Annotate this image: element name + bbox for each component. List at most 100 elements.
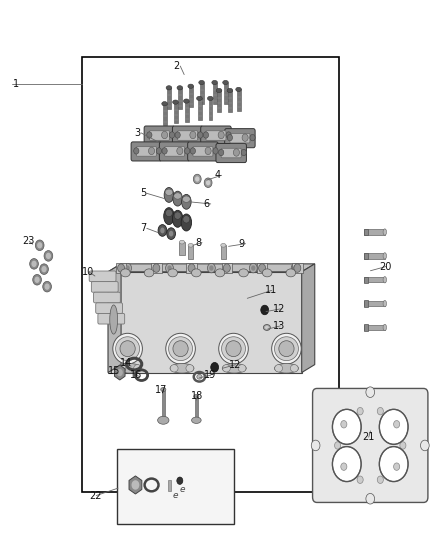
Circle shape bbox=[379, 447, 408, 481]
Circle shape bbox=[167, 265, 172, 271]
Polygon shape bbox=[108, 264, 121, 373]
Text: 18: 18 bbox=[191, 391, 203, 401]
FancyBboxPatch shape bbox=[89, 271, 116, 281]
Ellipse shape bbox=[184, 99, 189, 103]
Ellipse shape bbox=[167, 228, 176, 239]
Text: 14: 14 bbox=[120, 358, 132, 368]
Circle shape bbox=[33, 274, 42, 285]
Circle shape bbox=[291, 263, 299, 273]
Bar bbox=[224, 83, 228, 104]
Circle shape bbox=[190, 148, 195, 154]
Text: 4: 4 bbox=[215, 171, 221, 180]
Ellipse shape bbox=[188, 84, 194, 88]
Bar bbox=[162, 390, 165, 420]
Ellipse shape bbox=[216, 88, 222, 93]
Circle shape bbox=[208, 263, 215, 273]
Bar bbox=[82, 57, 339, 492]
Circle shape bbox=[42, 266, 47, 272]
Circle shape bbox=[377, 476, 383, 483]
FancyBboxPatch shape bbox=[94, 292, 120, 303]
Ellipse shape bbox=[174, 193, 182, 199]
Ellipse shape bbox=[212, 80, 218, 85]
Ellipse shape bbox=[383, 277, 387, 283]
FancyBboxPatch shape bbox=[149, 131, 170, 140]
Ellipse shape bbox=[199, 80, 205, 85]
FancyBboxPatch shape bbox=[165, 147, 185, 156]
Circle shape bbox=[227, 134, 233, 141]
Ellipse shape bbox=[164, 188, 174, 203]
Bar bbox=[180, 242, 185, 255]
Ellipse shape bbox=[173, 211, 183, 227]
Ellipse shape bbox=[275, 337, 298, 361]
Circle shape bbox=[377, 407, 383, 415]
Bar bbox=[237, 90, 241, 111]
Ellipse shape bbox=[120, 341, 135, 357]
Bar bbox=[174, 102, 178, 123]
FancyBboxPatch shape bbox=[131, 142, 162, 161]
Ellipse shape bbox=[290, 365, 298, 372]
FancyBboxPatch shape bbox=[221, 148, 241, 158]
Ellipse shape bbox=[182, 195, 191, 209]
Ellipse shape bbox=[158, 224, 167, 236]
Circle shape bbox=[332, 409, 361, 445]
Text: 19: 19 bbox=[204, 370, 216, 380]
Bar bbox=[213, 83, 217, 104]
Ellipse shape bbox=[165, 189, 173, 196]
Ellipse shape bbox=[186, 365, 194, 372]
Ellipse shape bbox=[215, 269, 225, 277]
Bar bbox=[163, 104, 167, 125]
Text: 12: 12 bbox=[229, 360, 241, 369]
Bar bbox=[364, 229, 385, 235]
Circle shape bbox=[241, 149, 247, 156]
FancyBboxPatch shape bbox=[230, 133, 250, 143]
Circle shape bbox=[193, 174, 201, 184]
Circle shape bbox=[218, 131, 224, 139]
FancyBboxPatch shape bbox=[187, 142, 218, 161]
Ellipse shape bbox=[383, 253, 387, 259]
Circle shape bbox=[198, 132, 203, 138]
Text: 9: 9 bbox=[239, 239, 245, 249]
Ellipse shape bbox=[383, 324, 387, 330]
Circle shape bbox=[190, 131, 196, 139]
Text: 2: 2 bbox=[173, 61, 180, 71]
FancyBboxPatch shape bbox=[159, 142, 190, 161]
Circle shape bbox=[45, 284, 49, 290]
Circle shape bbox=[293, 265, 297, 271]
Circle shape bbox=[125, 265, 130, 271]
Text: e: e bbox=[179, 484, 185, 494]
Circle shape bbox=[250, 134, 255, 141]
Circle shape bbox=[335, 442, 341, 449]
Ellipse shape bbox=[169, 337, 193, 361]
Text: 10: 10 bbox=[82, 267, 94, 277]
Circle shape bbox=[341, 421, 347, 428]
Text: 11: 11 bbox=[265, 285, 277, 295]
Circle shape bbox=[177, 477, 183, 484]
Text: 23: 23 bbox=[22, 236, 35, 246]
Bar bbox=[228, 91, 232, 112]
Ellipse shape bbox=[166, 209, 173, 216]
Bar bbox=[364, 253, 368, 259]
Text: 13: 13 bbox=[273, 321, 286, 331]
Circle shape bbox=[117, 369, 123, 376]
Ellipse shape bbox=[183, 196, 190, 203]
Circle shape bbox=[131, 480, 139, 490]
Text: 21: 21 bbox=[362, 432, 374, 442]
Ellipse shape bbox=[168, 269, 177, 277]
FancyBboxPatch shape bbox=[193, 147, 213, 156]
Circle shape bbox=[226, 132, 231, 138]
FancyBboxPatch shape bbox=[178, 131, 198, 140]
Ellipse shape bbox=[166, 86, 172, 90]
Bar bbox=[364, 325, 385, 330]
Ellipse shape bbox=[173, 191, 183, 206]
Circle shape bbox=[46, 253, 51, 259]
Ellipse shape bbox=[158, 416, 169, 424]
Text: 6: 6 bbox=[204, 199, 210, 209]
Text: 7: 7 bbox=[140, 223, 146, 233]
Ellipse shape bbox=[169, 231, 173, 237]
Bar bbox=[364, 301, 385, 306]
Circle shape bbox=[134, 148, 139, 154]
Ellipse shape bbox=[170, 364, 194, 373]
FancyBboxPatch shape bbox=[201, 126, 231, 145]
Circle shape bbox=[219, 149, 224, 156]
Bar bbox=[198, 99, 201, 119]
